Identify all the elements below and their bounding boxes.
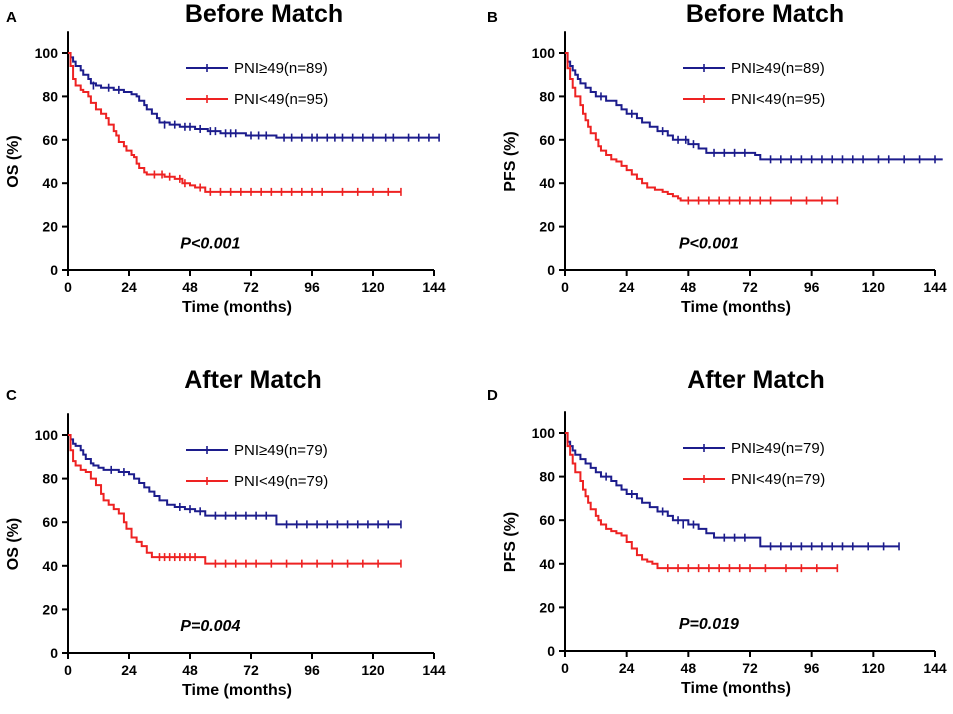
panel-a-x-tick-label: 0 bbox=[64, 279, 72, 295]
panel-a-y-tick-label: 100 bbox=[35, 45, 59, 61]
panel-d-series-pni-low-legend-label: PNI<49(n=79) bbox=[731, 471, 825, 488]
panel-b-series-pni-low-line bbox=[565, 52, 838, 202]
panel-a-y-tick-label: 40 bbox=[42, 175, 58, 191]
panel-c-x-label: Time (months) bbox=[182, 682, 292, 699]
panel-a-x-tick-label: 96 bbox=[304, 279, 320, 295]
panel-b-p-value: P<0.001 bbox=[679, 235, 739, 252]
panel-d-y-tick-label: 0 bbox=[547, 643, 555, 659]
panel-d-y-tick-label: 80 bbox=[539, 469, 555, 485]
panel-c-x-tick-label: 24 bbox=[121, 662, 137, 678]
panel-c-series-pni-low-legend-label: PNI<49(n=79) bbox=[234, 473, 328, 490]
panel-c-series-pni-low-line bbox=[68, 434, 401, 565]
panel-c-letter: C bbox=[6, 387, 17, 404]
panel-b-x-tick-label: 72 bbox=[742, 279, 758, 295]
panel-c-y-tick-label: 20 bbox=[42, 601, 58, 617]
panel-d-x-tick-label: 72 bbox=[742, 660, 758, 676]
panel-d-letter: D bbox=[487, 387, 498, 404]
panel-b-series-pni-low-legend-label: PNI<49(n=95) bbox=[731, 91, 825, 108]
panel-d-y-label: PFS (%) bbox=[502, 512, 519, 572]
panel-c-title: After Match bbox=[184, 366, 322, 394]
panel-c-y-tick-label: 80 bbox=[42, 471, 58, 487]
panel-b-x-label: Time (months) bbox=[681, 299, 791, 316]
panel-a-x-tick-label: 24 bbox=[121, 279, 137, 295]
panel-a-series-pni-low-legend-label: PNI<49(n=95) bbox=[234, 91, 328, 108]
panel-c-x-tick-label: 0 bbox=[64, 662, 72, 678]
panel-b-series-pni-high-line bbox=[565, 52, 943, 161]
panel-c-y-tick-label: 40 bbox=[42, 558, 58, 574]
panel-d-y-tick-label: 100 bbox=[532, 425, 556, 441]
panel-a-y-tick-label: 20 bbox=[42, 219, 58, 235]
panel-a-series-pni-high-legend-label: PNI≥49(n=89) bbox=[234, 60, 328, 77]
panel-c-x-tick-label: 120 bbox=[361, 662, 385, 678]
panel-b-x-tick-label: 24 bbox=[619, 279, 635, 295]
panel-d-series-pni-high-line bbox=[565, 432, 900, 548]
panel-d-x-tick-label: 0 bbox=[561, 660, 569, 676]
panel-c-series-pni-high-line bbox=[68, 434, 401, 526]
panel-a-y-label: OS (%) bbox=[5, 135, 22, 187]
panel-b-y-tick-label: 80 bbox=[539, 88, 555, 104]
panel-d-y-tick-label: 60 bbox=[539, 512, 555, 528]
panel-b-x-tick-label: 96 bbox=[804, 279, 820, 295]
panel-a-series-pni-low-line bbox=[68, 52, 401, 193]
panel-b-series-pni-high-legend-label: PNI≥49(n=89) bbox=[731, 60, 825, 77]
panel-d-x-tick-label: 96 bbox=[804, 660, 820, 676]
panel-b-y-tick-label: 20 bbox=[539, 219, 555, 235]
panel-d-x-tick-label: 144 bbox=[923, 660, 947, 676]
panel-b-y-label: PFS (%) bbox=[502, 131, 519, 191]
panel-d-y-tick-label: 40 bbox=[539, 556, 555, 572]
panel-c-y-tick-label: 100 bbox=[35, 427, 59, 443]
panel-d-series-pni-low-line bbox=[565, 432, 838, 570]
panel-a-y-tick-label: 60 bbox=[42, 132, 58, 148]
panel-b-x-tick-label: 120 bbox=[862, 279, 886, 295]
panel-c-x-tick-label: 144 bbox=[422, 662, 446, 678]
panel-c-x-tick-label: 72 bbox=[243, 662, 259, 678]
panel-d: D After Match 0 20 40 60 80 100 0 24 48 72 96 120 144 T… bbox=[487, 366, 947, 697]
panel-d-x-tick-label: 120 bbox=[862, 660, 886, 676]
panel-d-title: After Match bbox=[687, 366, 825, 394]
panel-a: A Before Match 0 20 40 60 80 100 0 24 48 72 96 120 144… bbox=[5, 0, 446, 316]
panel-a-p-value: P<0.001 bbox=[180, 235, 240, 252]
panel-d-x-label: Time (months) bbox=[681, 680, 791, 697]
panel-a-x-tick-label: 144 bbox=[422, 279, 446, 295]
panel-b-y-tick-label: 100 bbox=[532, 45, 556, 61]
panel-c-p-value: P=0.004 bbox=[180, 618, 240, 635]
panel-d-y-tick-label: 20 bbox=[539, 599, 555, 615]
panel-a-x-label: Time (months) bbox=[182, 299, 292, 316]
panel-a-y-tick-label: 80 bbox=[42, 88, 58, 104]
panel-b-x-tick-label: 0 bbox=[561, 279, 569, 295]
panel-a-y-tick-label: 0 bbox=[50, 262, 58, 278]
panel-a-x-tick-label: 72 bbox=[243, 279, 259, 295]
panel-b-letter: B bbox=[487, 9, 498, 26]
panel-c-y-tick-label: 60 bbox=[42, 514, 58, 530]
panel-b-title: Before Match bbox=[686, 0, 844, 28]
panel-c-x-tick-label: 48 bbox=[182, 662, 198, 678]
panel-b-y-tick-label: 40 bbox=[539, 175, 555, 191]
panel-c-x-tick-label: 96 bbox=[304, 662, 320, 678]
panel-b-y-tick-label: 60 bbox=[539, 132, 555, 148]
panel-b-x-tick-label: 144 bbox=[923, 279, 947, 295]
panel-a-x-tick-label: 48 bbox=[182, 279, 198, 295]
panel-d-x-tick-label: 24 bbox=[619, 660, 635, 676]
panel-c-series-pni-high-legend-label: PNI≥49(n=79) bbox=[234, 442, 328, 459]
panel-d-x-tick-label: 48 bbox=[681, 660, 697, 676]
panel-d-series-pni-high-legend-label: PNI≥49(n=79) bbox=[731, 440, 825, 457]
panel-a-title: Before Match bbox=[185, 0, 343, 28]
panel-d-p-value: P=0.019 bbox=[679, 616, 739, 633]
panel-c-y-label: OS (%) bbox=[5, 518, 22, 570]
panel-a-series-pni-high-line bbox=[68, 52, 440, 139]
panel-a-x-tick-label: 120 bbox=[361, 279, 385, 295]
panel-b: B Before Match 0 20 40 60 80 100 0 24 48 72 96 120 144… bbox=[487, 0, 947, 316]
panel-b-x-tick-label: 48 bbox=[681, 279, 697, 295]
panel-b-y-tick-label: 0 bbox=[547, 262, 555, 278]
panel-c-y-tick-label: 0 bbox=[50, 645, 58, 661]
panel-c: C After Match 0 20 40 60 80 100 0 24 48 72 96 120 144 T… bbox=[5, 366, 446, 699]
panel-a-letter: A bbox=[6, 9, 17, 26]
